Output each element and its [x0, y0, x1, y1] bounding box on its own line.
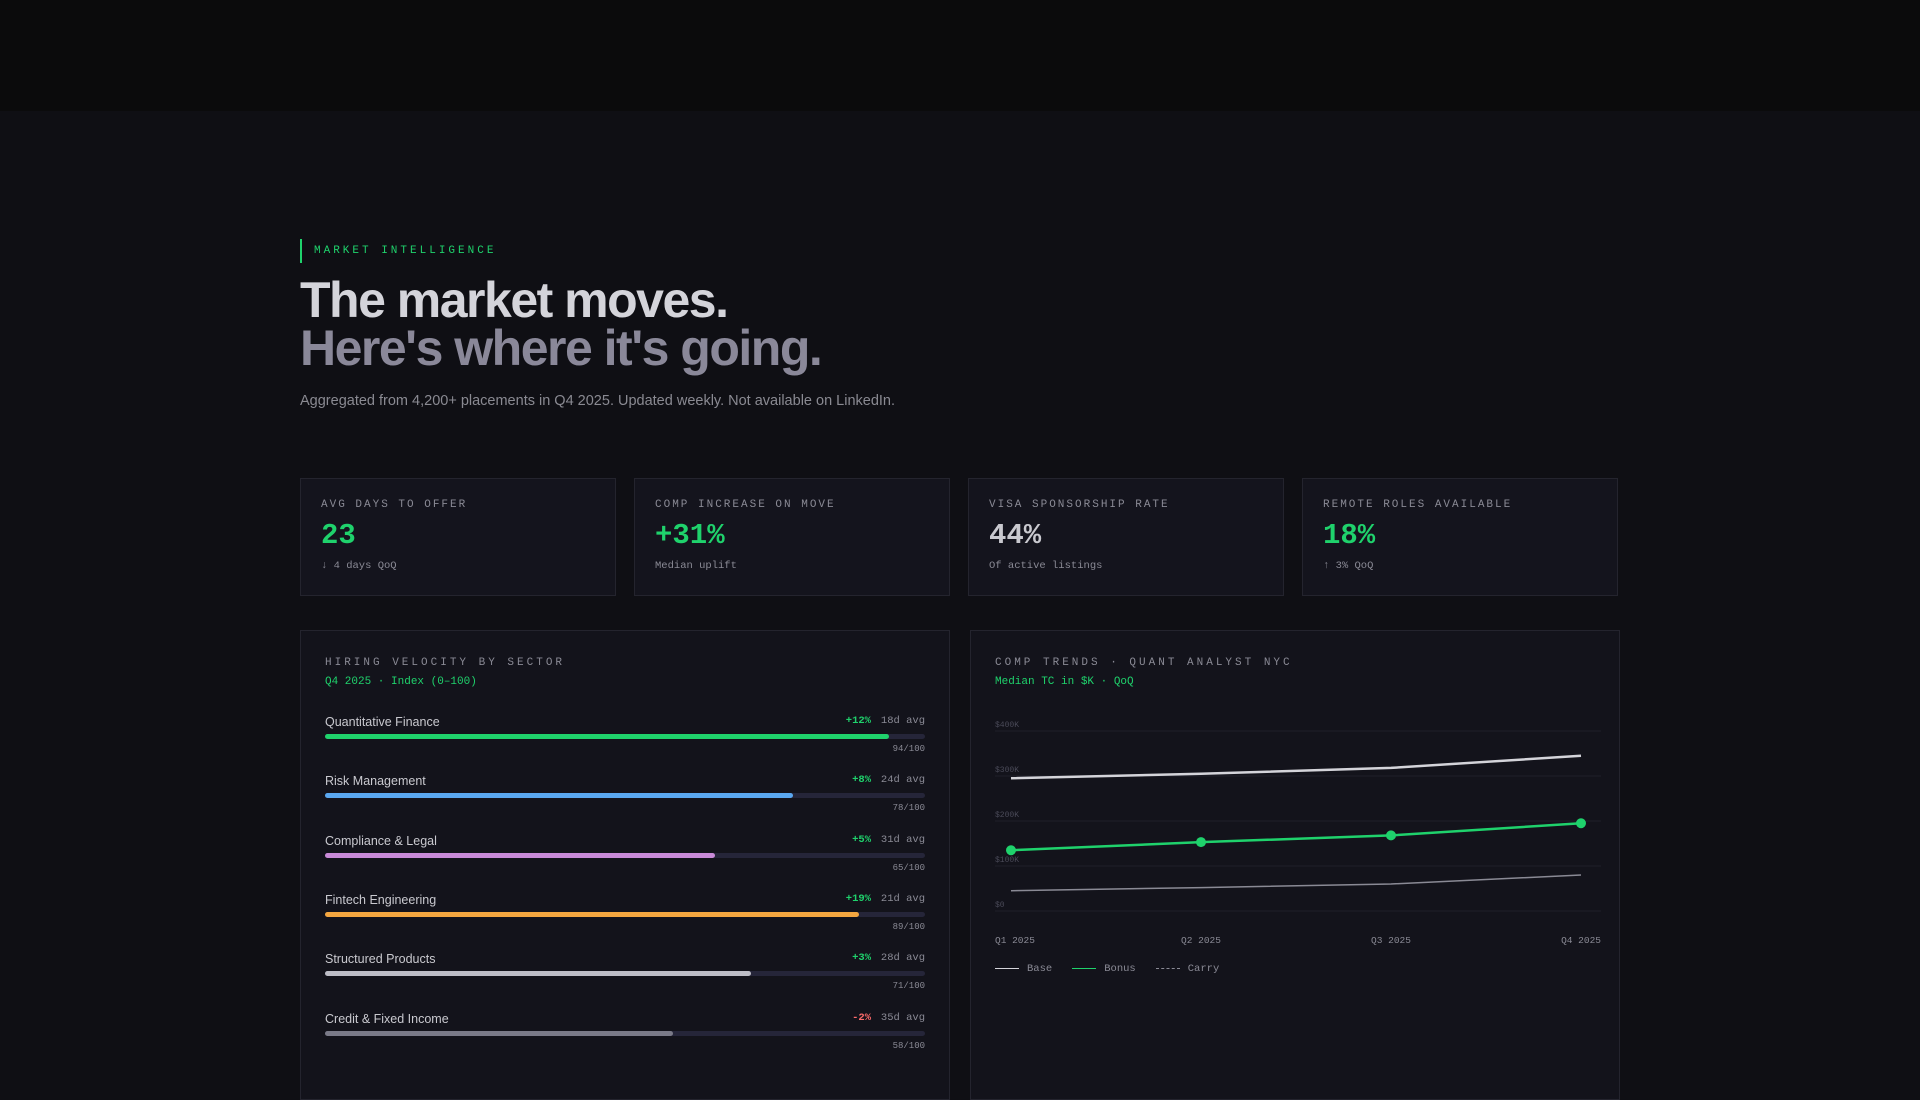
panel-title: HIRING VELOCITY BY SECTOR — [325, 657, 566, 669]
sector-bar-fill — [325, 793, 793, 799]
sector-score: 58/100 — [892, 1040, 925, 1051]
sector-bar-fill — [325, 852, 715, 858]
sector-name: Compliance & Legal — [325, 833, 437, 848]
headline-line-1: The market moves. — [300, 272, 729, 328]
sector-name: Quantitative Finance — [325, 715, 440, 729]
sector-bar-track — [325, 852, 925, 858]
sector-score: 71/100 — [892, 981, 925, 992]
comp-trends-panel: COMP TRENDS · QUANT ANALYST NYC Median T… — [970, 630, 1620, 1100]
legend-item-carry: Carry — [1155, 962, 1220, 975]
kpi-card-visa-sponsorship: VISA SPONSORSHIP RATE 44% Of active list… — [968, 478, 1284, 596]
sector-score: 78/100 — [892, 803, 925, 814]
kpi-label: REMOTE ROLES AVAILABLE — [1323, 499, 1513, 511]
x-tick-label: Q2 2025 — [1181, 935, 1221, 946]
sector-change: +8% — [852, 774, 871, 787]
sector-change: +3% — [852, 952, 871, 965]
sector-change: -2% — [852, 1011, 871, 1024]
legend-swatch — [1155, 968, 1180, 969]
sector-bar-track — [325, 793, 925, 799]
kpi-note: Of active listings — [989, 560, 1103, 572]
kpi-note: ↑ 3% QoQ — [1323, 560, 1374, 572]
legend-swatch — [1072, 968, 1097, 969]
hero-subtitle: Aggregated from 4,200+ placements in Q4 … — [300, 393, 896, 409]
panel-subtitle: Median TC in $K · QoQ — [995, 676, 1134, 688]
kpi-card-comp-increase: COMP INCREASE ON MOVE +31% Median uplift — [634, 478, 950, 596]
kpi-note: Median uplift — [655, 560, 737, 572]
sector-avg-days: 18d avg — [880, 715, 925, 727]
y-tick-label: $100K — [995, 856, 1019, 865]
y-tick-label: $400K — [995, 721, 1019, 730]
sector-avg-days: 24d avg — [880, 774, 925, 787]
sector-row: Compliance & Legal +5% 31d avg 65/100 — [325, 834, 925, 884]
sector-avg-days: 21d avg — [880, 892, 925, 905]
legend-swatch — [995, 968, 1019, 969]
sector-bar-track — [325, 971, 925, 977]
x-tick-label: Q3 2025 — [1371, 935, 1411, 946]
sector-score: 65/100 — [892, 862, 925, 873]
kpi-label: VISA SPONSORSHIP RATE — [989, 499, 1170, 511]
sector-bar-track — [325, 911, 925, 917]
sector-name: Credit & Fixed Income — [325, 1011, 449, 1026]
kpi-note: ↓ 4 days QoQ — [321, 560, 397, 572]
sector-bar-fill — [325, 734, 889, 739]
sector-avg-days: 28d avg — [880, 952, 925, 965]
kpi-value: 44% — [989, 519, 1042, 552]
sector-score: 94/100 — [892, 744, 925, 754]
series-line-carry — [1010, 874, 1582, 892]
kpi-value: +31% — [655, 519, 725, 552]
sector-bar-fill — [325, 911, 859, 917]
sector-name: Risk Management — [325, 774, 426, 789]
kpi-label: AVG DAYS TO OFFER — [321, 499, 468, 511]
sector-score: 89/100 — [892, 921, 925, 932]
hero-headline: The market moves. Here's where it's goin… — [300, 272, 823, 376]
panel-subtitle: Q4 2025 · Index (0–100) — [325, 676, 477, 688]
data-point-bonus[interactable] — [1576, 818, 1586, 829]
sector-bar-fill — [325, 1030, 673, 1036]
sector-row: Credit & Fixed Income -2% 35d avg 58/100 — [325, 1012, 925, 1062]
data-point-bonus[interactable] — [1196, 837, 1206, 848]
sector-change: +12% — [845, 715, 871, 727]
sector-change: +19% — [845, 892, 871, 905]
kpi-card-avg-days: AVG DAYS TO OFFER 23 ↓ 4 days QoQ — [300, 478, 616, 596]
data-point-bonus[interactable] — [1006, 845, 1016, 856]
sector-bar-fill — [325, 971, 751, 977]
sector-row: Structured Products +3% 28d avg 71/100 — [325, 952, 925, 1002]
x-tick-label: Q4 2025 — [1561, 935, 1601, 946]
y-tick-label: $200K — [995, 811, 1019, 820]
comp-trends-chart: $0 $100K $200K $300K $400K Q1 2025 Q2 2025 Q3 2… — [995, 721, 1601, 946]
sector-bar-track — [325, 1030, 925, 1036]
kpi-value: 18% — [1323, 519, 1376, 552]
legend-item-base: Base — [995, 963, 1052, 975]
kpi-value: 23 — [321, 519, 356, 552]
sector-name: Structured Products — [325, 952, 436, 967]
series-line-bonus — [1010, 822, 1582, 852]
kpi-card-remote-roles: REMOTE ROLES AVAILABLE 18% ↑ 3% QoQ — [1302, 478, 1618, 596]
sector-row: Quantitative Finance +12% 18d avg 94/100 — [325, 715, 925, 765]
data-point-bonus[interactable] — [1386, 830, 1396, 841]
legend-label: Bonus — [1104, 962, 1136, 975]
sector-change: +5% — [852, 833, 871, 846]
legend-label: Base — [1027, 962, 1053, 975]
legend-label: Carry — [1187, 962, 1220, 975]
kpi-label: COMP INCREASE ON MOVE — [655, 499, 836, 511]
sector-name: Fintech Engineering — [325, 892, 437, 907]
chart-legend: Base Bonus Carry — [995, 961, 1239, 975]
panel-title: COMP TRENDS · QUANT ANALYST NYC — [995, 657, 1293, 669]
sector-row: Risk Management +8% 24d avg 78/100 — [325, 774, 925, 824]
y-tick-label: $0 — [995, 901, 1005, 910]
legend-item-bonus: Bonus — [1072, 963, 1136, 975]
series-line-base — [1010, 754, 1582, 780]
x-tick-label: Q1 2025 — [995, 935, 1035, 946]
y-tick-label: $300K — [995, 766, 1019, 775]
hiring-velocity-panel: HIRING VELOCITY BY SECTOR Q4 2025 · Inde… — [300, 630, 950, 1100]
sector-avg-days: 35d avg — [880, 1011, 925, 1024]
section-eyebrow: MARKET INTELLIGENCE — [300, 239, 496, 263]
top-navigation-bar — [0, 0, 1920, 111]
headline-line-2: Here's where it's going. — [300, 320, 823, 376]
sector-avg-days: 31d avg — [880, 833, 925, 846]
sector-bar-track — [325, 734, 925, 739]
sector-row: Fintech Engineering +19% 21d avg 89/100 — [325, 893, 925, 943]
